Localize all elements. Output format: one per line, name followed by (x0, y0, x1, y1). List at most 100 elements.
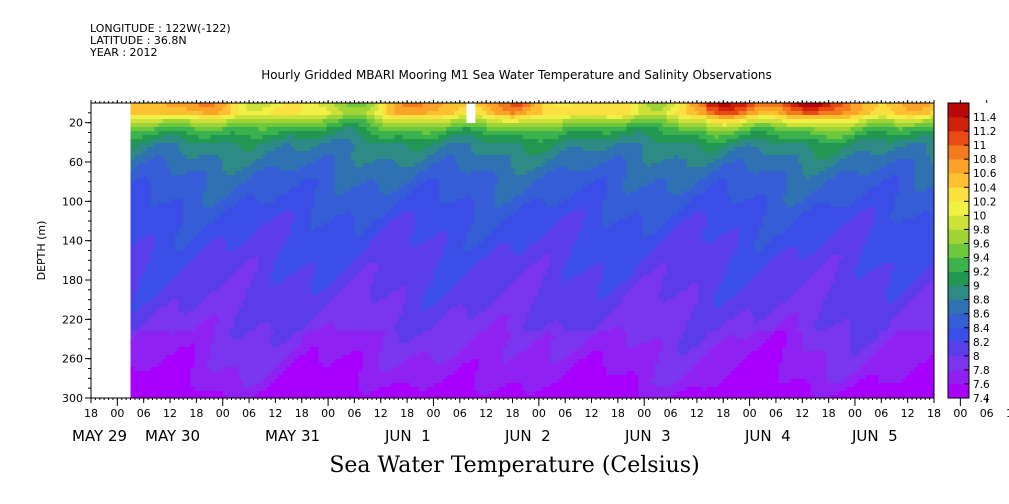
heatmap-cell (294, 379, 299, 383)
heatmap-cell (210, 235, 215, 239)
heatmap-cell (162, 175, 167, 179)
heatmap-cell (314, 391, 319, 395)
heatmap-cell (194, 395, 199, 398)
heatmap-cell (382, 383, 387, 387)
heatmap-cell (262, 351, 267, 355)
heatmap-cell (222, 135, 227, 139)
heatmap-cell (270, 107, 275, 111)
heatmap-cell (274, 107, 279, 111)
heatmap-cell (382, 179, 387, 183)
heatmap-cell (358, 191, 363, 195)
heatmap-cell (150, 255, 155, 259)
heatmap-cell (326, 395, 331, 398)
heatmap-cell (390, 347, 395, 351)
heatmap-cell (270, 263, 275, 267)
heatmap-cell (350, 223, 355, 227)
heatmap-cell (250, 335, 255, 339)
heatmap-cell (318, 355, 323, 359)
heatmap-cell (350, 275, 355, 279)
heatmap-cell (250, 271, 255, 275)
heatmap-cell (314, 343, 319, 347)
heatmap-cell (286, 175, 291, 179)
heatmap-cell (134, 251, 139, 255)
heatmap-cell (258, 139, 263, 143)
heatmap-cell (330, 227, 335, 231)
heatmap-cell (134, 359, 139, 363)
heatmap-cell (366, 323, 371, 327)
heatmap-cell (282, 187, 287, 191)
heatmap-cell (290, 115, 295, 119)
heatmap-cell (298, 167, 303, 171)
heatmap-cell (170, 171, 175, 175)
heatmap-cell (342, 315, 347, 319)
heatmap-cell (182, 203, 187, 207)
heatmap-cell (190, 191, 195, 195)
heatmap-cell (278, 111, 283, 115)
heatmap-cell (130, 235, 135, 239)
heatmap-cell (274, 183, 279, 187)
heatmap-cell (378, 287, 383, 291)
heatmap-cell (282, 263, 287, 267)
heatmap-cell (374, 371, 379, 375)
heatmap-cell (186, 355, 191, 359)
heatmap-cell (358, 259, 363, 263)
heatmap-cell (390, 267, 395, 271)
heatmap-cell (278, 247, 283, 251)
heatmap-cell (154, 131, 159, 135)
heatmap-cell (270, 223, 275, 227)
heatmap-cell (134, 275, 139, 279)
heatmap-cell (254, 391, 259, 395)
heatmap-cell (322, 391, 327, 395)
heatmap-cell (258, 387, 263, 391)
heatmap-cell (246, 167, 251, 171)
heatmap-cell (250, 351, 255, 355)
heatmap-cell (350, 387, 355, 391)
heatmap-cell (342, 339, 347, 343)
heatmap-cell (326, 259, 331, 263)
heatmap-cell (154, 147, 159, 151)
heatmap-cell (206, 291, 211, 295)
heatmap-cell (390, 195, 395, 199)
heatmap-cell (182, 259, 187, 263)
heatmap-cell (202, 355, 207, 359)
heatmap-cell (154, 123, 159, 127)
heatmap-cell (206, 259, 211, 263)
heatmap-cell (222, 299, 227, 303)
heatmap-cell (190, 271, 195, 275)
heatmap-cell (390, 179, 395, 183)
heatmap-cell (234, 259, 239, 263)
heatmap-cell (250, 263, 255, 267)
heatmap-cell (314, 151, 319, 155)
heatmap-cell (210, 119, 215, 123)
heatmap-cell (230, 343, 235, 347)
heatmap-cell (366, 311, 371, 315)
heatmap-cell (134, 347, 139, 351)
heatmap-cell (366, 219, 371, 223)
heatmap-cell (186, 115, 191, 119)
heatmap-cell (278, 347, 283, 351)
heatmap-cell (310, 387, 315, 391)
heatmap-cell (178, 127, 183, 131)
heatmap-cell (310, 299, 315, 303)
heatmap-cell (206, 299, 211, 303)
heatmap-cell (246, 283, 251, 287)
heatmap-cell (290, 239, 295, 243)
heatmap-cell (194, 167, 199, 171)
heatmap-cell (238, 367, 243, 371)
heatmap-cell (310, 279, 315, 283)
heatmap-cell (146, 251, 151, 255)
heatmap-cell (186, 151, 191, 155)
heatmap-cell (258, 391, 263, 395)
heatmap-cell (394, 291, 399, 295)
heatmap-cell (202, 371, 207, 375)
heatmap-cell (254, 275, 259, 279)
heatmap-cell (318, 103, 323, 107)
heatmap-cell (310, 295, 315, 299)
heatmap-cell (378, 375, 383, 379)
heatmap-cell (138, 303, 143, 307)
heatmap-cell (190, 143, 195, 147)
heatmap-cell (142, 275, 147, 279)
heatmap-cell (366, 347, 371, 351)
heatmap-cell (326, 155, 331, 159)
heatmap-cell (374, 295, 379, 299)
